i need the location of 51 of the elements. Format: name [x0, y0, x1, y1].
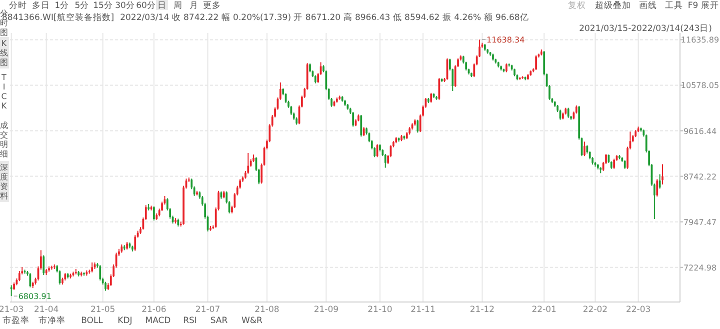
- x-tick-label: 21-07: [195, 305, 220, 315]
- text: 深度资料: [0, 163, 8, 200]
- annotation: 6803.91: [18, 292, 52, 302]
- x-tick-label: 21-11: [410, 305, 436, 315]
- text: BOLL: [81, 316, 104, 326]
- text: 周: [174, 0, 182, 11]
- text: 月: [190, 1, 198, 11]
- text: SAR: [210, 316, 228, 326]
- text: MACD: [145, 316, 172, 326]
- text: 超级叠加: [595, 0, 631, 11]
- text: 工具: [665, 0, 683, 11]
- text: 1分: [54, 0, 70, 11]
- annotation: 11638.34: [486, 36, 525, 45]
- x-tick-label: 21-08: [254, 305, 280, 315]
- text: W&R: [242, 316, 263, 326]
- x-tick-label: 22-02: [582, 305, 608, 315]
- text: K线图: [0, 39, 8, 67]
- text: 日: [158, 1, 166, 11]
- y-tick-label: 9616.44: [683, 126, 717, 136]
- text: 30分: [115, 0, 135, 11]
- x-tick-label: 21-04: [34, 305, 59, 315]
- text: 更多: [203, 0, 221, 11]
- text: 15分: [93, 0, 113, 11]
- text: 市盈率: [2, 315, 30, 326]
- x-tick-label: 21-12: [470, 305, 495, 315]
- y-tick-label: 11635.89: [680, 36, 720, 45]
- y-tick-label: 7947.47: [683, 218, 717, 227]
- text: 多日: [32, 0, 50, 11]
- text: TICK: [0, 73, 8, 110]
- y-tick-label: 7224.98: [683, 263, 717, 272]
- text: RSI: [183, 316, 197, 326]
- x-tick-label: 21-10: [368, 305, 392, 315]
- text: 5分: [74, 0, 90, 11]
- text: F9: [688, 1, 698, 11]
- text: 展开: [701, 0, 719, 11]
- text: 成交明细: [0, 121, 8, 158]
- x-tick-label: 21-06: [142, 305, 166, 315]
- y-tick-label: 10578.05: [680, 81, 720, 90]
- x-tick-label: 22-01: [532, 305, 556, 315]
- text: 60分: [136, 0, 156, 11]
- x-tick-label: 22-03: [626, 305, 651, 315]
- text: 复权: [568, 0, 586, 11]
- y-tick-label: 8742.22: [683, 172, 717, 182]
- x-tick-label: 21-05: [90, 305, 116, 315]
- text: KDJ: [118, 316, 132, 326]
- text: 画线: [639, 0, 657, 11]
- text: 市净率: [38, 315, 66, 326]
- chart-subtitle: 2022/03/14 收 8742.22 幅 0.20%(17.39) 开 8671.20 高 8966.43 低 8594.62 振 4.26% 额 96.68亿: [120, 12, 529, 23]
- x-tick-label: 21-09: [314, 305, 339, 315]
- text: 分时: [9, 0, 27, 11]
- annotation: 2021/03/15-2022/03/14(243日): [579, 24, 712, 34]
